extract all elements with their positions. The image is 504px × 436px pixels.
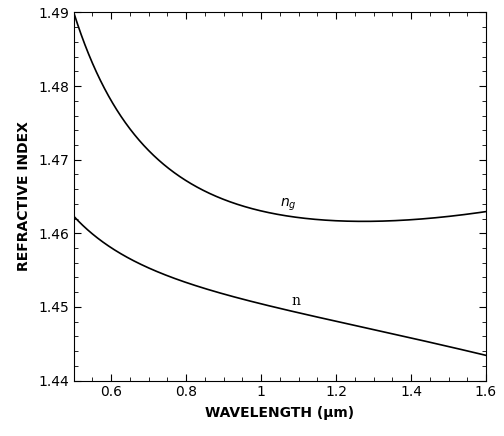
X-axis label: WAVELENGTH (μm): WAVELENGTH (μm) [205,406,354,420]
Y-axis label: REFRACTIVE INDEX: REFRACTIVE INDEX [17,122,31,272]
Text: n: n [291,294,300,308]
Text: $n_g$: $n_g$ [280,197,296,214]
